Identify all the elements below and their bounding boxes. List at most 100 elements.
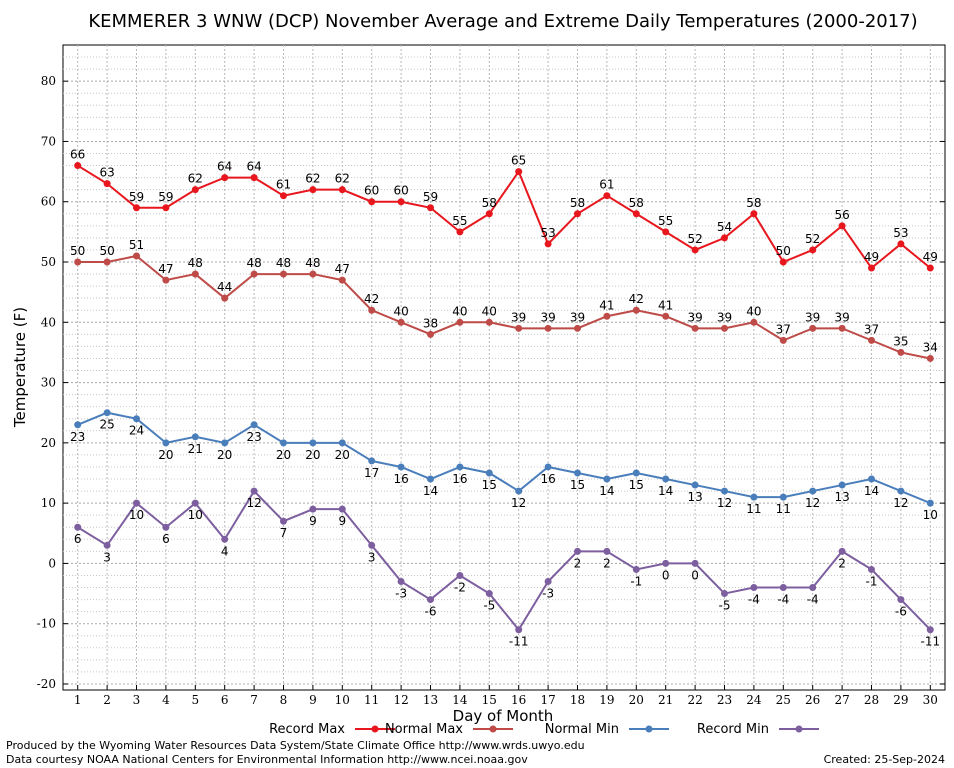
data-label: 17 <box>364 466 379 480</box>
footer-created: Created: 25-Sep-2024 <box>824 753 945 766</box>
data-point <box>662 559 670 567</box>
data-point <box>809 246 817 254</box>
x-tick-label: 4 <box>162 693 170 707</box>
x-tick-label: 1 <box>74 693 82 707</box>
data-label: 10 <box>188 508 203 522</box>
data-label: -6 <box>895 605 907 619</box>
data-point <box>397 463 405 471</box>
chart-title: KEMMERER 3 WNW (DCP) November Average an… <box>88 11 917 32</box>
data-label: 39 <box>511 310 526 324</box>
x-tick-label: 30 <box>923 693 938 707</box>
data-point <box>191 186 199 194</box>
data-point <box>779 258 787 266</box>
data-point <box>838 324 846 332</box>
x-tick-label: 29 <box>893 693 908 707</box>
data-point <box>809 487 817 495</box>
data-point <box>162 439 170 447</box>
data-point <box>103 180 111 188</box>
x-tick-label: 5 <box>191 693 199 707</box>
data-point <box>574 469 581 477</box>
data-label: 12 <box>717 496 732 510</box>
data-label: 48 <box>276 256 291 270</box>
data-point <box>691 559 699 567</box>
data-label: 7 <box>280 526 288 540</box>
series-line <box>77 411 931 505</box>
data-point <box>133 252 140 260</box>
data-point <box>662 228 670 236</box>
data-label: 64 <box>246 160 261 174</box>
data-label: 39 <box>687 310 702 324</box>
x-tick-label: 27 <box>834 693 849 707</box>
data-label: 48 <box>188 256 203 270</box>
data-point <box>897 348 905 356</box>
data-label: 3 <box>368 550 376 564</box>
data-label: 41 <box>658 298 673 312</box>
data-label: 60 <box>364 184 379 198</box>
data-point <box>515 324 523 332</box>
data-label: 12 <box>246 496 261 510</box>
data-point <box>133 415 140 423</box>
x-tick-label: 12 <box>393 693 408 707</box>
data-point <box>309 439 317 447</box>
data-point <box>191 433 199 441</box>
data-label: 15 <box>570 478 585 492</box>
data-point <box>838 547 846 555</box>
data-label: 23 <box>246 430 261 444</box>
data-point <box>280 270 287 278</box>
data-point <box>926 499 934 507</box>
data-point <box>250 487 258 495</box>
y-tick-label: 30 <box>41 376 56 390</box>
data-point <box>280 192 287 200</box>
data-label: 13 <box>834 490 849 504</box>
data-point <box>544 324 552 332</box>
data-point <box>250 421 258 429</box>
series-line <box>77 164 931 270</box>
data-label: 16 <box>393 472 408 486</box>
data-point <box>162 204 170 212</box>
data-label: 58 <box>746 196 761 210</box>
x-tick-label: 22 <box>687 693 702 707</box>
data-label: 40 <box>746 304 761 318</box>
data-point <box>162 523 170 531</box>
x-axis-label: Day of Month <box>453 707 554 725</box>
data-label: 0 <box>691 568 699 582</box>
y-tick-label: 20 <box>41 436 56 450</box>
data-label: 64 <box>217 160 232 174</box>
y-tick-label: 0 <box>48 556 56 570</box>
x-tick-label: 26 <box>805 693 820 707</box>
data-label: 41 <box>599 298 614 312</box>
data-label: 37 <box>776 322 791 336</box>
x-tick-label: 25 <box>776 693 791 707</box>
data-point <box>721 324 728 332</box>
data-label: 65 <box>511 154 526 168</box>
data-label: 49 <box>923 250 938 264</box>
data-label: 9 <box>309 514 317 528</box>
data-point <box>574 210 581 218</box>
data-point <box>838 222 846 230</box>
data-label: -5 <box>719 599 731 613</box>
data-point <box>397 318 405 326</box>
data-point <box>338 276 346 284</box>
data-label: 59 <box>423 190 438 204</box>
data-point <box>397 577 405 585</box>
data-label: 54 <box>717 220 732 234</box>
data-point <box>191 499 199 507</box>
data-label: 62 <box>335 172 350 186</box>
data-label: 16 <box>452 472 467 486</box>
data-point <box>897 596 905 604</box>
legend-label: Record Max <box>269 722 345 737</box>
x-tick-label: 19 <box>599 693 614 707</box>
data-label: -3 <box>542 586 554 600</box>
data-point <box>485 469 493 477</box>
data-point <box>221 174 229 182</box>
legend-marker <box>645 725 653 733</box>
data-label: 12 <box>805 496 820 510</box>
data-label: 12 <box>893 496 908 510</box>
data-label: 39 <box>570 310 585 324</box>
data-label: 62 <box>188 172 203 186</box>
data-point <box>74 258 82 266</box>
data-point <box>691 246 699 254</box>
data-point <box>485 318 493 326</box>
